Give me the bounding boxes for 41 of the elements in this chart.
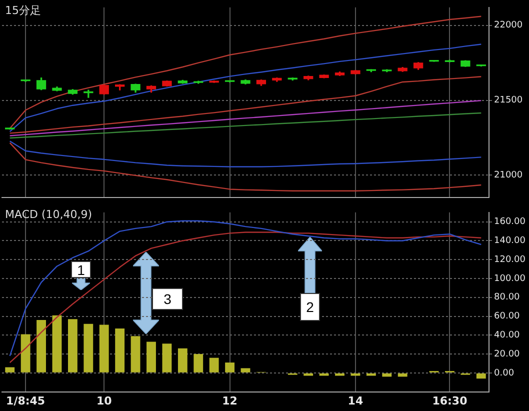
bar [225,362,235,372]
bar [130,336,140,372]
bar [209,358,219,372]
y-tick-label: 20.00 [494,349,520,360]
bar [52,315,62,372]
y-tick-label: 80.00 [494,292,520,303]
chart-title: 15分足 [5,3,41,18]
y-tick-label: 22000 [494,20,523,31]
bar [84,324,94,372]
bar [382,373,392,377]
bar [194,354,204,372]
bar [5,367,15,372]
chart-title: MACD (10,40,9) [5,208,92,221]
bar [36,320,46,372]
bar [476,373,486,379]
x-tick-label: 14 [348,394,364,408]
y-tick-label: 100.00 [494,274,526,284]
y-tick-label: 21000 [494,170,523,180]
y-tick-label: 21500 [494,96,523,106]
bar [178,348,188,372]
bar [99,324,109,372]
bar [20,334,30,372]
x-tick-label: 1/8:45 [6,394,46,408]
bar [162,344,172,372]
y-tick-label: 40.00 [494,330,520,340]
annotation: 3 [152,288,183,310]
y-tick-label: 140.00 [494,236,526,246]
bar [68,319,78,372]
x-tick-label: 10 [96,394,112,408]
annotation: 2 [300,293,320,321]
y-tick-label: 120.00 [494,254,526,265]
bar [398,373,408,377]
x-tick-label: 12 [222,394,238,408]
y-tick-label: 0.00 [494,368,514,378]
annotation: 1 [71,261,91,278]
y-tick-label: 60.00 [494,312,520,322]
y-tick-label: 160.00 [494,217,526,228]
bar [115,328,125,372]
x-tick-label: 16:30 [432,394,468,408]
bar [240,368,250,372]
bar [146,342,156,372]
